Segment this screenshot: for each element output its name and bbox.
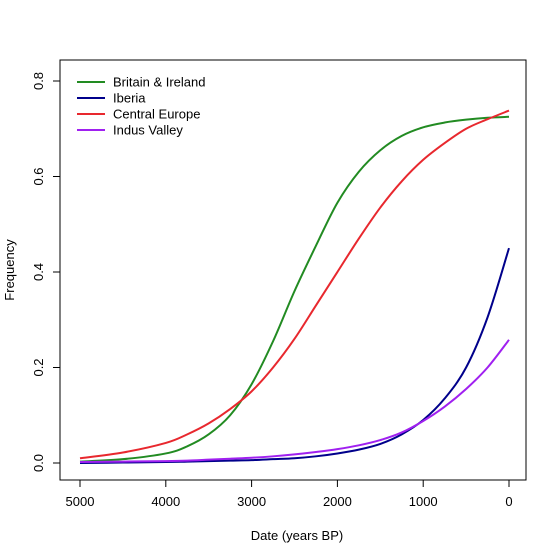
y-tick-label: 0.4 (31, 263, 46, 281)
x-axis: 5000 4000 3000 2000 1000 0 (66, 479, 513, 509)
y-tick-label: 0.2 (31, 358, 46, 376)
series-layer (79, 109, 510, 464)
legend-label-indus-valley: Indus Valley (113, 123, 183, 138)
x-tick-label: 1000 (409, 494, 438, 509)
y-tick-label: 0.0 (31, 454, 46, 472)
x-tick-label: 3000 (237, 494, 266, 509)
y-axis: 0.0 0.2 0.4 0.6 0.8 (31, 72, 61, 472)
series-line-central-europe (79, 109, 510, 460)
legend-label-central-europe: Central Europe (113, 107, 200, 122)
series-line-indus-valley (79, 339, 510, 464)
x-tick-label: 0 (505, 494, 512, 509)
y-tick-label: 0.6 (31, 167, 46, 185)
y-axis-title: Frequency (2, 239, 17, 301)
x-tick-label: 4000 (151, 494, 180, 509)
x-tick-label: 2000 (323, 494, 352, 509)
x-axis-title: Date (years BP) (251, 528, 343, 543)
x-tick-label: 5000 (66, 494, 95, 509)
legend-label-iberia: Iberia (113, 91, 146, 106)
legend-label-britain-ireland: Britain & Ireland (113, 75, 206, 90)
series-line-britain-ireland (79, 115, 510, 463)
y-tick-label: 0.8 (31, 72, 46, 90)
